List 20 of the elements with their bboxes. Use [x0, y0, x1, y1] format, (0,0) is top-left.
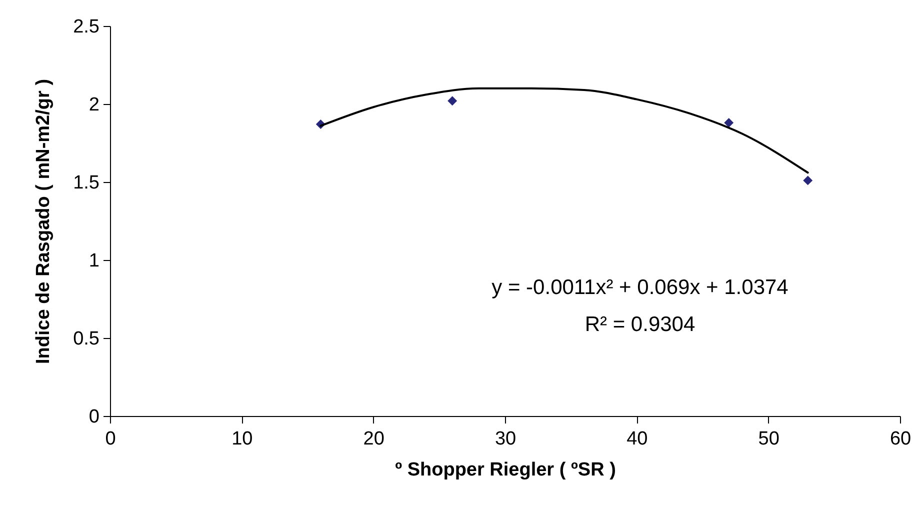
annotation: y = -0.0011x² + 0.069x + 1.0374: [492, 276, 789, 299]
y-tick-label: 2.5: [73, 16, 100, 38]
point: [803, 176, 813, 186]
x-tick-label: 40: [626, 428, 648, 450]
x-tick-label: 0: [105, 428, 116, 450]
point: [724, 118, 734, 128]
x-tick-label: 20: [363, 428, 384, 450]
y-tick-label: 0: [88, 406, 100, 428]
y-tick-label: 2: [88, 94, 100, 116]
x-tick-label: 50: [758, 428, 780, 450]
y-tick-label: 1.5: [73, 172, 100, 194]
y-tick-label: 1: [88, 250, 100, 272]
x-tick-label: 30: [494, 428, 516, 450]
annotation: R² = 0.9304: [584, 313, 696, 336]
point: [448, 96, 458, 106]
x-axis-title: º Shopper Riegler ( ºSR ): [395, 460, 616, 480]
x-tick-label: 60: [890, 428, 912, 450]
y-tick-label: 0.5: [73, 328, 100, 350]
y-axis-title: Indice de Rasgado ( mN-m2/gr ): [33, 78, 54, 364]
x-tick-label: 10: [232, 428, 253, 450]
